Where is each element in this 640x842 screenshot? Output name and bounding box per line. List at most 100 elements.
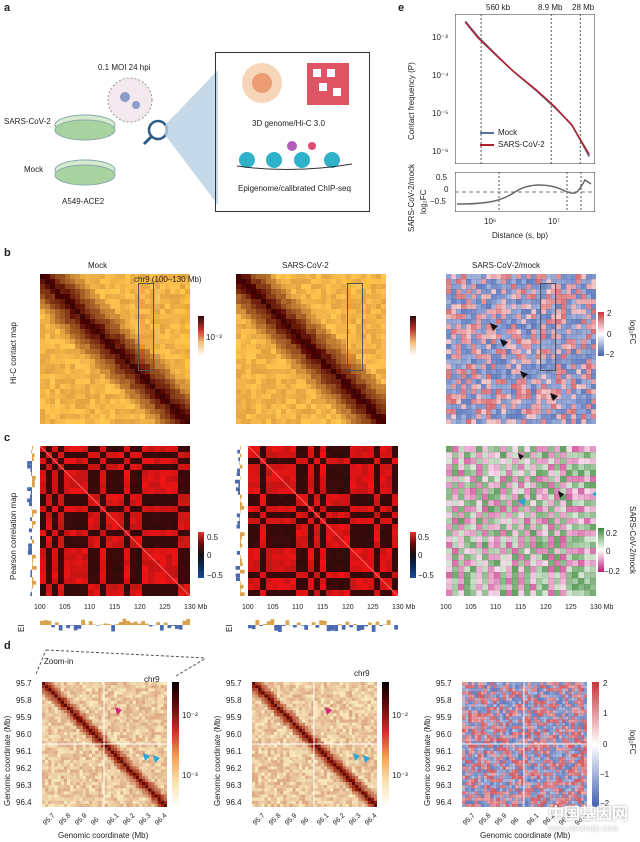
corr-cell [130, 548, 137, 555]
corr-cell [350, 590, 357, 596]
heat-cell [271, 329, 277, 335]
corr-cell [184, 524, 190, 531]
corr-cell [148, 530, 155, 537]
zoom-cell [132, 682, 136, 686]
heat-cell [306, 339, 312, 345]
heat-cell [165, 344, 171, 350]
corr-cell [94, 470, 101, 477]
heat-cell [311, 294, 317, 300]
heat-cell [521, 294, 527, 300]
corr-cell [112, 488, 119, 495]
corr-cell [296, 476, 303, 483]
corr-cell [178, 548, 185, 555]
heat-cell [516, 339, 522, 345]
corr-cell [572, 590, 579, 596]
heat-cell [80, 364, 86, 370]
corr-cell [314, 542, 321, 549]
heat-cell [331, 339, 337, 345]
corr-cell [46, 572, 53, 579]
corr-cell [88, 542, 95, 549]
corr-cell [572, 548, 579, 555]
heat-cell [291, 384, 297, 390]
corr-diagonal [40, 446, 190, 596]
corr-cell [530, 560, 537, 567]
hic-map-sars [236, 274, 386, 424]
corr-cell [278, 566, 285, 573]
heat-cell [501, 349, 507, 355]
heat-cell [471, 304, 477, 310]
corr-cell [76, 578, 83, 585]
heat-cell [501, 359, 507, 365]
heat-cell [546, 324, 552, 330]
corr-cell [494, 494, 501, 501]
corr-cell [380, 530, 387, 537]
heat-cell [155, 274, 161, 280]
heat-cell [256, 294, 262, 300]
heat-cell [60, 334, 66, 340]
corr-cell [118, 500, 125, 507]
corr-cell [106, 506, 113, 513]
heat-cell [95, 379, 101, 385]
corr-cell [260, 464, 267, 471]
heat-cell [40, 319, 46, 325]
heat-cell [296, 399, 302, 405]
heat-cell [306, 334, 312, 340]
heat-cell [536, 329, 542, 335]
heat-cell [70, 324, 76, 330]
heat-cell [506, 294, 512, 300]
heat-cell [366, 354, 372, 360]
corr-cell [82, 476, 89, 483]
heat-cell [566, 279, 572, 285]
heat-cell [306, 354, 312, 360]
heat-cell [291, 349, 297, 355]
corr-cell [296, 446, 303, 453]
corr-cell [58, 530, 65, 537]
corr-cell [290, 464, 297, 471]
corr-cell [172, 452, 179, 459]
corr-cell [386, 506, 393, 513]
corr-cell [476, 566, 483, 573]
corr-cell [46, 530, 53, 537]
ei-bar [28, 543, 32, 548]
corr-cell [64, 494, 71, 501]
heat-cell [175, 284, 181, 290]
corr-cell [266, 566, 273, 573]
heat-cell [511, 359, 517, 365]
heat-cell [546, 329, 552, 335]
heat-cell [326, 284, 332, 290]
corr-cell [130, 470, 137, 477]
corr-cell [314, 446, 321, 453]
corr-cell [512, 488, 519, 495]
corr-cell [76, 452, 83, 459]
heat-cell [376, 404, 382, 410]
corr-cell [590, 470, 596, 477]
corr-cell [530, 542, 537, 549]
ei-bar [240, 453, 242, 458]
heat-cell [451, 389, 457, 395]
heat-cell [266, 384, 272, 390]
corr-cell [142, 446, 149, 453]
heat-cell [125, 399, 131, 405]
corr-cell [350, 476, 357, 483]
heat-cell [276, 344, 282, 350]
corr-cell [118, 566, 125, 573]
heat-cell [326, 354, 332, 360]
heat-cell [40, 289, 46, 295]
corr-cell [172, 536, 179, 543]
corr-cell [172, 554, 179, 561]
heat-cell [376, 329, 382, 335]
heat-cell [451, 329, 457, 335]
corr-cell [142, 452, 149, 459]
heat-cell [501, 419, 507, 424]
heat-cell [351, 319, 357, 325]
ei-bar [349, 625, 353, 628]
heat-cell [60, 314, 66, 320]
heat-cell [571, 419, 577, 424]
zoom-cell [95, 682, 99, 686]
heat-cell [351, 314, 357, 320]
heat-cell [536, 394, 542, 400]
heat-cell [351, 384, 357, 390]
corr-cell [70, 488, 77, 495]
heat-cell [150, 274, 156, 280]
corr-cell [482, 524, 489, 531]
